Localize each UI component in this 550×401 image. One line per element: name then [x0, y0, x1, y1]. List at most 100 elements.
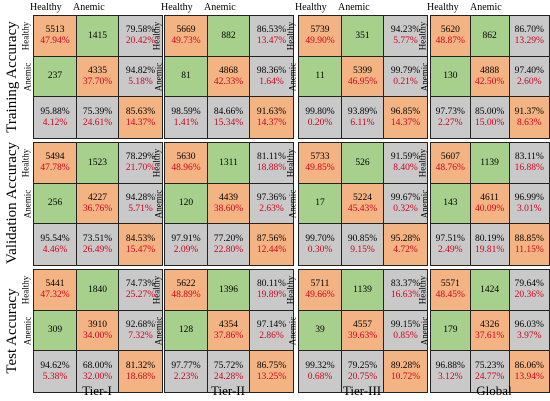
side-label-healthy: Healthy	[285, 275, 296, 305]
cell-value: 96.99%	[514, 192, 544, 203]
side-label-healthy: Healthy	[417, 275, 428, 305]
cell-value: 5739	[310, 25, 330, 35]
cell-value: 97.40%	[514, 65, 544, 76]
cell-value: 1139	[480, 157, 499, 168]
cell-value: 120	[178, 198, 194, 208]
cell-value: 99.79%	[390, 65, 421, 76]
anemic-recall-cell: 80.19% 19.81%	[469, 223, 510, 266]
true-healthy-cell: 5513 47.94%	[33, 15, 77, 57]
cell-value: 4557	[353, 319, 372, 330]
cell-percent: 18.88%	[256, 163, 287, 173]
anemic-recall-cell: 93.89% 6.11%	[341, 96, 384, 139]
cell-value: 85.63%	[125, 106, 156, 117]
false-anemic-cell: 1139	[341, 269, 384, 311]
true-anemic-cell: 4354 37.86%	[207, 310, 250, 351]
confusion-matrix: 5513 47.94% 1415 79.58% 20.42% 237 4335 37.70% 9…	[33, 15, 163, 139]
cell-value: 99.32%	[305, 360, 335, 371]
cell-value: 86.75%	[256, 360, 287, 371]
cell-value: 256	[47, 198, 63, 208]
healthy-recall-cell: 95.88% 4.12%	[33, 96, 77, 139]
cell-percent: 39.63%	[347, 330, 378, 341]
cell-value: 99.70%	[305, 233, 335, 244]
false-anemic-cell: 351	[341, 15, 384, 57]
true-healthy-cell: 5622 48.89%	[164, 269, 208, 311]
cell-percent: 38.60%	[213, 203, 244, 214]
side-label-healthy: Healthy	[20, 275, 31, 305]
cell-percent: 2.86%	[259, 330, 284, 341]
class-header-healthy: Healthy	[161, 2, 193, 13]
side-label-anemic: Anemic	[153, 316, 164, 346]
cell-value: 85.00%	[474, 106, 505, 117]
cell-value: 1139	[353, 284, 372, 295]
cell-value: 237	[47, 71, 63, 81]
cell-percent: 5.38%	[42, 371, 68, 382]
cell-percent: 15.34%	[213, 117, 244, 128]
cell-percent: 48.89%	[171, 290, 201, 300]
anemic-precision-cell: 92.68% 7.32%	[118, 310, 163, 351]
cell-value: 97.51%	[435, 233, 465, 244]
healthy-precision-cell: 81.11% 18.88%	[249, 142, 294, 184]
cell-percent: 1.41%	[173, 117, 199, 128]
true-anemic-cell: 4326 37.61%	[469, 310, 510, 351]
cell-percent: 19.81%	[474, 244, 505, 255]
overall-accuracy-cell: 86.06% 13.94%	[508, 350, 550, 393]
cell-value: 5607	[440, 152, 460, 162]
cell-value: 309	[47, 325, 63, 335]
cell-value: 96.03%	[514, 319, 544, 330]
cell-percent: 19.89%	[256, 290, 287, 300]
cell-percent: 2.63%	[259, 203, 284, 214]
true-anemic-cell: 4868 42.33%	[207, 56, 250, 97]
cell-value: 4335	[88, 65, 107, 76]
side-label-anemic: Anemic	[153, 62, 164, 92]
anemic-precision-cell: 94.28% 5.71%	[118, 183, 163, 224]
cell-value: 84.66%	[213, 106, 244, 117]
cell-value: 526	[355, 157, 370, 168]
cell-percent: 48.76%	[435, 163, 465, 173]
cell-percent: 1.64%	[259, 76, 284, 87]
cell-percent: 47.78%	[40, 163, 70, 173]
cell-value: 5620	[440, 25, 460, 35]
cell-value: 96.85%	[390, 106, 421, 117]
confusion-matrix: 5620 48.87% 862 86.70% 13.29% 130 4888 42.50% 97…	[430, 15, 550, 139]
true-anemic-cell: 4439 38.60%	[207, 183, 250, 224]
cell-percent: 18.68%	[125, 371, 156, 382]
cell-value: 90.85%	[347, 233, 378, 244]
cell-percent: 21.70%	[125, 163, 156, 173]
anemic-recall-cell: 77.20% 22.80%	[207, 223, 250, 266]
cell-percent: 24.77%	[474, 371, 505, 382]
anemic-recall-cell: 68.00% 32.00%	[76, 350, 119, 393]
cell-percent: 26.49%	[82, 244, 113, 255]
class-header-healthy: Healthy	[427, 2, 459, 13]
healthy-recall-cell: 97.51% 2.49%	[430, 223, 471, 266]
false-healthy-cell: 256	[33, 183, 77, 224]
overall-accuracy-cell: 96.85% 14.37%	[383, 96, 428, 139]
cell-percent: 0.32%	[393, 203, 418, 214]
cell-percent: 47.32%	[40, 290, 70, 300]
cell-percent: 12.44%	[256, 244, 287, 255]
confusion-matrix: 5739 49.90% 351 94.23% 5.77% 11 5399 46.95% 99.7…	[298, 15, 428, 139]
tier-label: Tier-II	[211, 383, 245, 398]
side-label-healthy: Healthy	[417, 148, 428, 178]
healthy-precision-cell: 86.53% 13.47%	[249, 15, 294, 57]
overall-accuracy-cell: 88.85% 11.15%	[508, 223, 550, 266]
class-header-anemic: Anemic	[73, 2, 105, 13]
true-healthy-cell: 5494 47.78%	[33, 142, 77, 184]
anemic-recall-cell: 84.66% 15.34%	[207, 96, 250, 139]
cell-value: 95.28%	[390, 233, 421, 244]
cell-value: 1415	[88, 30, 107, 41]
side-label-anemic: Anemic	[287, 189, 298, 219]
cell-value: 89.28%	[390, 360, 421, 371]
overall-accuracy-cell: 91.37% 8.63%	[508, 96, 550, 139]
anemic-recall-cell: 75.23% 24.77%	[469, 350, 510, 393]
anemic-precision-cell: 97.40% 2.60%	[508, 56, 550, 97]
cell-value: 75.72%	[213, 360, 244, 371]
cell-value: 84.53%	[125, 233, 156, 244]
cell-value: 74.73%	[125, 279, 156, 289]
cell-value: 68.00%	[82, 360, 113, 371]
anemic-precision-cell: 97.36% 2.63%	[249, 183, 294, 224]
cell-percent: 13.25%	[256, 371, 287, 382]
cell-value: 5513	[45, 25, 65, 35]
anemic-precision-cell: 98.36% 1.64%	[249, 56, 294, 97]
tier-label: Tier-I	[82, 383, 112, 398]
healthy-precision-cell: 79.64% 20.36%	[508, 269, 550, 311]
